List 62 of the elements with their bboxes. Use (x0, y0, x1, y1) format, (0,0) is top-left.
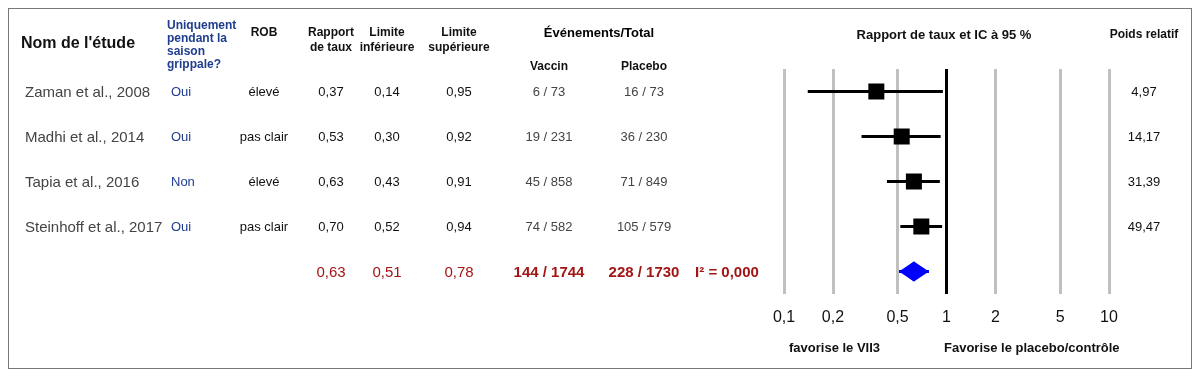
x-tick-label: 5 (1055, 307, 1065, 325)
text: 45 / 858 (525, 173, 573, 189)
text: 4,97 (1131, 83, 1157, 99)
text: 0,30 (374, 128, 400, 144)
text: Steinhoff et al., 2017 (25, 217, 163, 235)
text: Zaman et al., 2008 (25, 82, 151, 100)
text: 36 / 230 (620, 128, 668, 144)
category-label: Limite supérieure (427, 25, 491, 55)
category-label: Uniquement pendant la saison grippale? (167, 18, 238, 71)
text: Oui (171, 83, 192, 99)
text: Oui (171, 218, 192, 234)
x-tick-label: 2 (990, 307, 1000, 325)
text: 0,92 (446, 128, 472, 144)
text: 0,14 (374, 83, 400, 99)
text: 71 / 849 (620, 173, 668, 189)
text: 0,51 (372, 262, 402, 280)
text: élevé (248, 83, 280, 99)
text: 0,78 (444, 262, 474, 280)
text: 0,63 (316, 262, 346, 280)
text: Non (171, 173, 195, 189)
text: pas clair (239, 218, 289, 234)
text: Favorise le placebo/contrôle (944, 340, 1120, 355)
text: élevé (248, 173, 280, 189)
category-label: Vaccin (529, 59, 569, 74)
text: 0,37 (318, 83, 344, 99)
x-tick-label: 10 (1100, 307, 1118, 325)
text: 144 / 1744 (513, 262, 585, 280)
text: 0,95 (446, 83, 472, 99)
text: 228 / 1730 (608, 262, 680, 280)
category-label: Placebo (620, 59, 668, 74)
category-label: Limite inférieure (358, 25, 416, 55)
text: 0,53 (318, 128, 344, 144)
x-tick-label: 1 (942, 307, 952, 325)
category-label: Poids relatif (1108, 27, 1180, 42)
text: Tapia et al., 2016 (25, 172, 140, 190)
text: 0,43 (374, 173, 400, 189)
category-label: ROB (250, 25, 278, 39)
text: 0,70 (318, 218, 344, 234)
text: 0,52 (374, 218, 400, 234)
text: 0,91 (446, 173, 472, 189)
text: 0,94 (446, 218, 472, 234)
x-tick-label: 0,5 (886, 307, 909, 325)
text: 74 / 582 (525, 218, 573, 234)
text: I² = 0,000 (695, 262, 759, 280)
text: 16 / 73 (624, 83, 664, 99)
x-tick-label: 0,2 (821, 307, 845, 325)
text: 49,47 (1127, 218, 1161, 234)
text: 14,17 (1127, 128, 1161, 144)
text: 6 / 73 (532, 83, 566, 99)
text: Oui (171, 128, 192, 144)
category-label: Nom de l'étude (21, 34, 137, 51)
text: pas clair (239, 128, 289, 144)
text: Événements/Total (542, 25, 656, 40)
text: favorise le VII3 (789, 340, 881, 355)
text: 19 / 231 (525, 128, 573, 144)
chart-title: Rapport de taux et IC à 95 % (856, 27, 1032, 42)
text: Madhi et al., 2014 (25, 127, 145, 145)
text: 105 / 579 (616, 218, 672, 234)
text: 0,63 (318, 173, 344, 189)
text: 31,39 (1127, 173, 1161, 189)
category-label: Rapport de taux (307, 25, 355, 55)
x-tick-label: 0,1 (772, 307, 796, 325)
